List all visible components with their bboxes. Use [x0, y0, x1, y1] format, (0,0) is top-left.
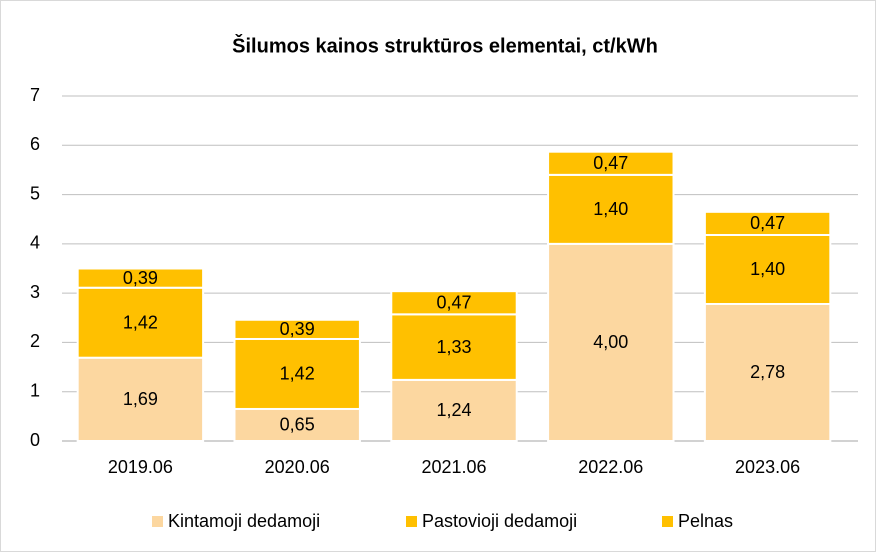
y-tick-label: 3 [30, 282, 40, 302]
y-tick-label: 4 [30, 233, 40, 253]
bar-segment [547, 242, 675, 442]
x-tick-label: 2020.06 [265, 457, 330, 477]
x-tick-label: 2023.06 [735, 457, 800, 477]
bar-segment [547, 173, 675, 245]
data-label: 2,78 [750, 362, 785, 382]
data-label: 4,00 [593, 332, 628, 352]
bar-segment [703, 302, 832, 442]
chart-title: Šilumos kainos struktūros elementai, ct/… [232, 33, 658, 57]
data-label: 0,47 [750, 213, 785, 233]
legend-marker [662, 516, 673, 527]
legend-label: Pelnas [678, 511, 733, 531]
x-tick-label: 2022.06 [578, 457, 643, 477]
y-tick-label: 1 [30, 380, 40, 400]
data-label: 1,24 [436, 400, 471, 420]
data-label: 0,65 [280, 415, 315, 435]
bar-segment [390, 290, 518, 316]
bar-segment [233, 337, 361, 410]
bar-segment [703, 210, 832, 236]
bar-segment [390, 313, 518, 381]
data-label: 1,40 [750, 259, 785, 279]
y-tick-label: 7 [30, 85, 40, 105]
data-label: 1,69 [123, 389, 158, 409]
x-tick-label: 2021.06 [421, 457, 486, 477]
data-label: 1,40 [593, 199, 628, 219]
x-tick-label: 2019.06 [108, 457, 173, 477]
data-label: 0,39 [123, 268, 158, 288]
data-label: 0,47 [593, 153, 628, 173]
y-tick-label: 6 [30, 134, 40, 154]
data-label: 1,42 [123, 312, 158, 332]
legend-label: Kintamoji dedamoji [168, 511, 320, 531]
legend-label: Pastovioji dedamoji [422, 511, 577, 531]
y-tick-label: 2 [30, 331, 40, 351]
bar-segment [76, 267, 205, 289]
data-label: 0,39 [280, 319, 315, 339]
bar-segment [390, 378, 518, 442]
bar-segment [76, 356, 205, 443]
bar-segment [547, 150, 675, 176]
legend-marker [406, 516, 417, 527]
y-tick-label: 0 [30, 430, 40, 450]
data-label: 0,47 [436, 293, 471, 313]
bar-segment [233, 318, 361, 340]
data-label: 1,42 [280, 364, 315, 384]
bar-segment [233, 407, 361, 443]
data-label: 1,33 [436, 337, 471, 357]
y-tick-label: 5 [30, 183, 40, 203]
legend-marker [152, 516, 163, 527]
bar-segment [76, 286, 205, 359]
bar-segment [703, 233, 832, 305]
